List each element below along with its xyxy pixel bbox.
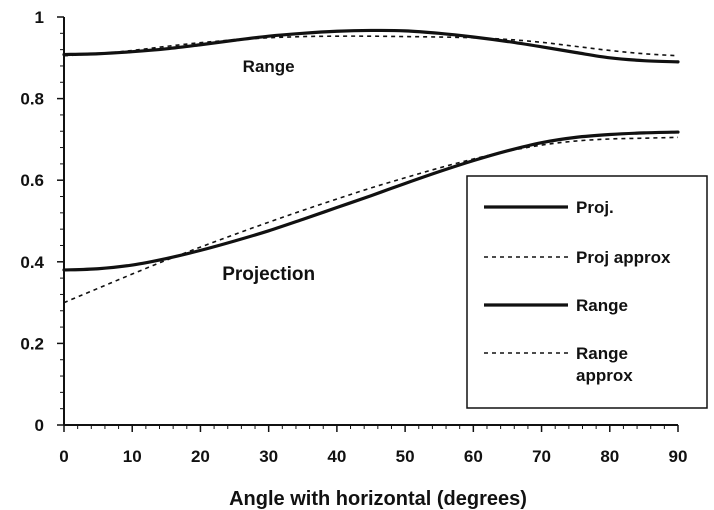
x-tick-label: 90: [669, 447, 688, 466]
x-tick-label: 10: [123, 447, 142, 466]
series-line-proj-approx: [63, 136, 679, 304]
x-tick-label: 40: [327, 447, 346, 466]
x-tick-label: 50: [396, 447, 415, 466]
legend: Proj. Proj approx Range Range approx: [466, 175, 708, 409]
legend-label: Range: [576, 296, 628, 315]
series-line-range: [62, 28, 680, 64]
series-line-range-approx: [63, 35, 679, 57]
series-layer: [62, 28, 680, 304]
x-tick-label: 20: [191, 447, 210, 466]
ticks: [57, 16, 679, 432]
y-tick-label: 0.8: [20, 90, 44, 109]
x-axis-label: Angle with horizontal (degrees): [229, 488, 527, 510]
x-tick-label: 30: [259, 447, 278, 466]
annotation-projection: Projection: [222, 264, 315, 285]
legend-item: Proj approx: [484, 248, 671, 267]
x-tick-label: 70: [532, 447, 551, 466]
annotation-layer: Range Projection: [222, 57, 315, 285]
y-tick-label: 0.6: [20, 171, 44, 190]
axes: [63, 17, 678, 426]
legend-label: Proj approx: [576, 248, 671, 267]
y-tick-label: 0.4: [20, 253, 44, 272]
y-tick-label: 0.2: [20, 334, 44, 353]
y-tick-label: 1: [35, 8, 44, 27]
tick-labels: 0 10 20 30 40 50 60 70 80 90 0 0.2 0.4 0.6 0.8 1: [20, 8, 687, 466]
y-tick-label: 0: [35, 416, 44, 435]
series-line-proj: [62, 130, 680, 272]
legend-item: Proj.: [484, 198, 614, 217]
x-tick-label: 60: [464, 447, 483, 466]
legend-items: Proj. Proj approx Range Range approx: [484, 198, 671, 385]
legend-item: Range approx: [484, 344, 633, 385]
annotation-range: Range: [243, 57, 295, 76]
legend-label: Proj.: [576, 198, 614, 217]
legend-item: Range: [484, 296, 628, 315]
x-tick-label: 0: [59, 447, 68, 466]
x-tick-label: 80: [600, 447, 619, 466]
legend-label: Range approx: [576, 344, 633, 385]
legend-box: [466, 175, 708, 409]
